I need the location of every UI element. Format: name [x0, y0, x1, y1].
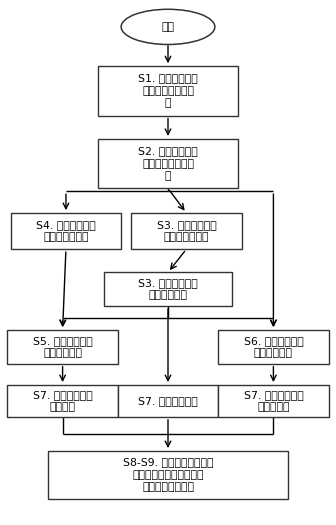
Text: S7. 细胞边界提取: S7. 细胞边界提取 [138, 396, 198, 406]
FancyBboxPatch shape [11, 213, 121, 249]
FancyBboxPatch shape [131, 213, 242, 249]
FancyBboxPatch shape [98, 139, 238, 188]
Ellipse shape [121, 9, 215, 45]
FancyBboxPatch shape [118, 385, 218, 417]
Text: S7. 基于点检测的
溶酶体提取: S7. 基于点检测的 溶酶体提取 [244, 390, 303, 412]
FancyBboxPatch shape [47, 451, 289, 499]
FancyBboxPatch shape [218, 385, 329, 417]
FancyBboxPatch shape [218, 330, 329, 364]
Text: S1. 细胞核、内质
网与溶酶体荧光标
记: S1. 细胞核、内质 网与溶酶体荧光标 记 [138, 74, 198, 108]
FancyBboxPatch shape [104, 272, 232, 306]
Text: S6. 溶酶体图像单
细胞区域提取: S6. 溶酶体图像单 细胞区域提取 [244, 335, 303, 358]
Text: S2. 高分辨率多通
道共聚焦显微镜成
像: S2. 高分辨率多通 道共聚焦显微镜成 像 [138, 146, 198, 181]
Text: S3. 基于深度学习
的实例分割模型: S3. 基于深度学习 的实例分割模型 [157, 220, 216, 242]
Text: S3. 内质网图像单
细胞区域提取: S3. 内质网图像单 细胞区域提取 [138, 278, 198, 300]
Text: S4. 基于深度学习
的图像分割模型: S4. 基于深度学习 的图像分割模型 [36, 220, 96, 242]
Text: 开始: 开始 [162, 22, 174, 32]
FancyBboxPatch shape [98, 66, 238, 116]
Text: S7. 细胞核中心与
边界提取: S7. 细胞核中心与 边界提取 [33, 390, 92, 412]
FancyBboxPatch shape [7, 385, 118, 417]
Text: S5. 细胞核图像单
细胞区域提取: S5. 细胞核图像单 细胞区域提取 [33, 335, 92, 358]
Text: S8-S9. 基于细胞核中心、
细胞核边界与细胞边界定
义计算溶酶体分布: S8-S9. 基于细胞核中心、 细胞核边界与细胞边界定 义计算溶酶体分布 [123, 457, 213, 492]
FancyBboxPatch shape [7, 330, 118, 364]
